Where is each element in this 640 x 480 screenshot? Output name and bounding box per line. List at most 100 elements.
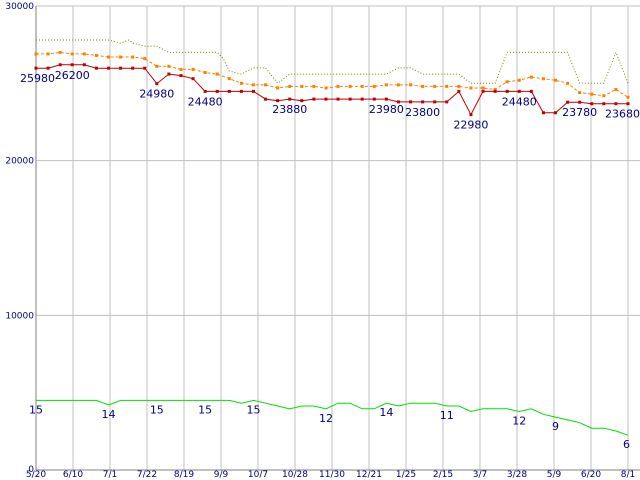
x-tick-label: 3/28 xyxy=(507,470,527,480)
count-data-label: 9 xyxy=(552,420,559,433)
series-point xyxy=(251,83,255,87)
series-point xyxy=(469,113,473,117)
series-point xyxy=(106,66,110,70)
x-tick-label: 11/30 xyxy=(319,470,345,480)
x-tick-label: 3/7 xyxy=(473,470,487,480)
series-point xyxy=(541,111,545,115)
series-point xyxy=(288,97,292,101)
series-line xyxy=(36,51,629,98)
series-point xyxy=(372,84,376,88)
series-point xyxy=(614,102,618,106)
series-point xyxy=(348,97,352,101)
y-tick-label: 0 xyxy=(28,465,34,475)
series-point xyxy=(264,83,268,87)
series-point xyxy=(614,88,618,92)
series-point xyxy=(251,89,255,93)
series-point xyxy=(626,95,630,99)
series-point xyxy=(433,100,437,104)
series-point xyxy=(312,97,316,101)
count-data-label: 12 xyxy=(512,415,526,428)
series-point xyxy=(34,52,38,56)
price-data-label: 23800 xyxy=(405,106,440,119)
series-point xyxy=(70,52,74,56)
series-point xyxy=(203,71,207,75)
series-point xyxy=(312,84,316,88)
series-point xyxy=(529,75,533,79)
series-point xyxy=(215,89,219,93)
series-point xyxy=(58,63,62,67)
series-point xyxy=(179,67,183,71)
series-point xyxy=(82,52,86,56)
series-point xyxy=(324,86,328,90)
price-data-label: 24980 xyxy=(139,88,174,101)
series-point xyxy=(396,100,400,104)
series-point xyxy=(119,66,123,70)
series-group xyxy=(34,39,630,436)
series-line xyxy=(36,399,629,436)
series-point xyxy=(203,89,207,93)
series-point xyxy=(602,94,606,98)
series-point xyxy=(409,100,413,104)
series-point xyxy=(131,66,135,70)
series-point xyxy=(590,102,594,106)
count-data-label: 15 xyxy=(150,403,164,416)
series-point xyxy=(566,81,570,85)
price-data-label: 23780 xyxy=(562,106,597,119)
series-point xyxy=(82,63,86,67)
count-data-label: 14 xyxy=(379,406,393,419)
series-point xyxy=(167,72,171,76)
series-point xyxy=(372,97,376,101)
series-point xyxy=(626,102,630,106)
y-tick-label: 10000 xyxy=(5,311,34,321)
y-tick-label: 20000 xyxy=(5,157,34,167)
price-data-label: 23880 xyxy=(272,103,307,116)
series-point xyxy=(469,86,473,90)
series-point xyxy=(457,89,461,93)
series-point xyxy=(94,53,98,57)
series-point xyxy=(384,97,388,101)
series-point xyxy=(131,55,135,59)
count-data-label: 12 xyxy=(319,412,333,425)
x-tick-label: 7/1 xyxy=(103,470,117,480)
series-point xyxy=(481,86,485,90)
series-point xyxy=(384,83,388,87)
series-point xyxy=(578,100,582,104)
series-point xyxy=(227,89,231,93)
series-point xyxy=(300,84,304,88)
series-point xyxy=(34,66,38,70)
series-point xyxy=(433,84,437,88)
price-data-label: 25980 xyxy=(20,72,55,85)
series-point xyxy=(421,100,425,104)
series-point xyxy=(445,84,449,88)
x-tick-label: 8/19 xyxy=(174,470,194,480)
series-point xyxy=(566,100,570,104)
x-tick-label: 12/21 xyxy=(356,470,382,480)
series-point xyxy=(276,99,280,103)
series-point xyxy=(554,111,558,115)
series-point xyxy=(179,74,183,78)
series-point xyxy=(517,89,521,93)
price-data-label: 26200 xyxy=(55,69,90,82)
series-line xyxy=(36,64,628,116)
series-point xyxy=(46,52,50,56)
series-point xyxy=(590,92,594,96)
count-data-label: 11 xyxy=(440,409,454,422)
series-point xyxy=(409,83,413,87)
price-data-label: 22980 xyxy=(453,119,488,132)
series-point xyxy=(288,84,292,88)
x-tick-label: 5/20 xyxy=(26,470,46,480)
series-point xyxy=(324,97,328,101)
series-point xyxy=(336,84,340,88)
x-tick-label: 7/22 xyxy=(137,470,157,480)
count-data-label: 15 xyxy=(246,403,260,416)
series-point xyxy=(191,67,195,71)
series-point xyxy=(336,97,340,101)
grid xyxy=(35,5,640,471)
series-point xyxy=(457,84,461,88)
x-tick-label: 10/28 xyxy=(282,470,308,480)
series-point xyxy=(58,50,62,54)
series-point xyxy=(215,72,219,76)
series-point xyxy=(143,57,147,61)
